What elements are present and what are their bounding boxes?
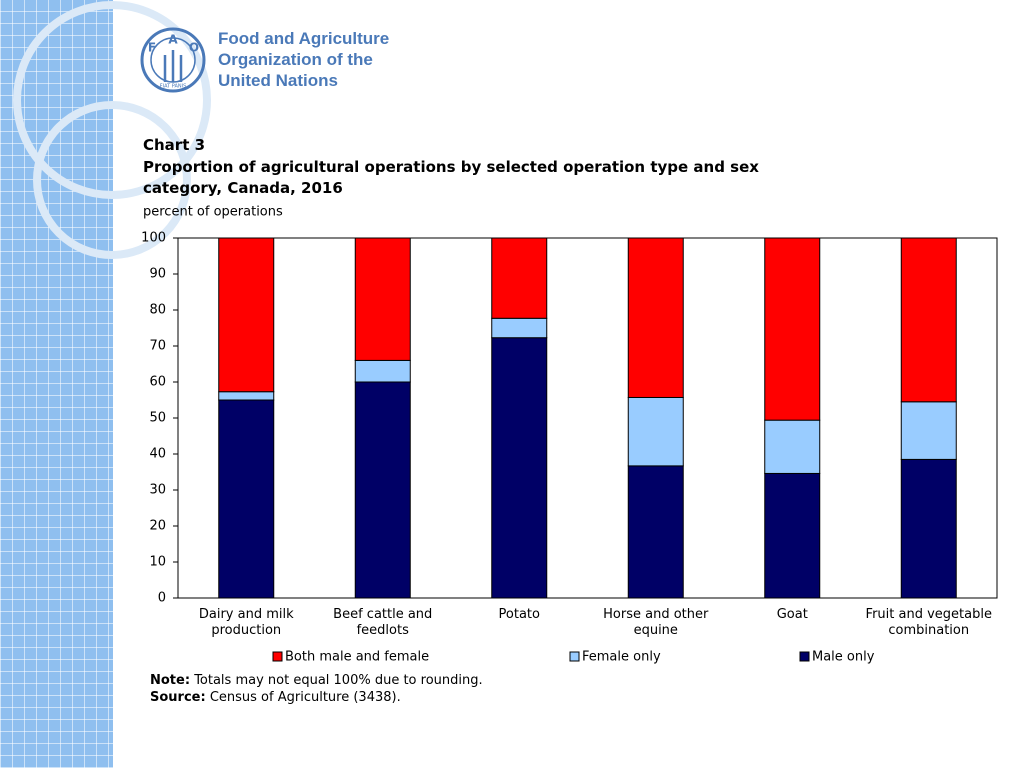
bar-segment — [900, 458, 957, 599]
decor-ring — [33, 101, 191, 259]
bar-segment — [218, 237, 275, 393]
bar-segment — [764, 237, 821, 421]
source: Source: Census of Agriculture (3438). — [150, 690, 401, 705]
bar-segment — [354, 381, 411, 599]
y-tick-label: 30 — [149, 483, 166, 498]
note-text: Totals may not equal 100% due to roundin… — [194, 673, 483, 688]
decor-ring — [13, 1, 211, 199]
x-tick-label: Dairy and milk production — [198, 607, 294, 638]
y-tick-label: 10 — [149, 555, 166, 570]
emblem-letter: A — [168, 33, 178, 47]
org-name-line: United Nations — [218, 71, 338, 90]
x-tick-label: Goat — [776, 607, 808, 622]
bar-segment — [218, 399, 275, 599]
y-tick-label: 0 — [158, 591, 166, 606]
bar-segment — [491, 237, 548, 319]
org-name: Food and Agriculture Organization of the… — [218, 28, 389, 91]
plot-frame — [177, 237, 998, 599]
bar-segment — [354, 359, 411, 383]
x-tick-label: Beef cattle and feedlots — [333, 607, 433, 638]
chart-subtitle: Proportion of agricultural operations by… — [143, 158, 759, 197]
legend-label: Both male and female — [285, 650, 429, 665]
y-tick-label: 80 — [149, 303, 166, 318]
source-label: Source: — [150, 690, 206, 705]
org-name-line: Organization of the — [218, 50, 373, 69]
note-label: Note: — [150, 673, 191, 688]
y-tick-label: 20 — [149, 519, 166, 534]
fao-emblem: F A O FIAT PANIS — [140, 27, 206, 93]
legend-swatch — [799, 651, 810, 662]
org-name-line: Food and Agriculture — [218, 29, 390, 48]
y-tick-label: 90 — [149, 267, 166, 282]
bar-segment — [491, 337, 548, 599]
bar-segment — [764, 472, 821, 599]
emblem-motto: FIAT PANIS — [160, 84, 187, 90]
legend-label: Female only — [582, 650, 661, 665]
bar-segment — [627, 396, 684, 467]
chart-title: Chart 3 — [143, 136, 206, 154]
bar-segment — [491, 317, 548, 339]
bar-segment — [900, 237, 957, 403]
y-tick-label: 40 — [149, 447, 166, 462]
y-axis-label: percent of operations — [143, 205, 283, 220]
bar-segment — [354, 237, 411, 361]
bar-segment — [218, 391, 275, 401]
y-tick-label: 60 — [149, 375, 166, 390]
legend-swatch — [569, 651, 580, 662]
note: Note: Totals may not equal 100% due to r… — [150, 673, 483, 688]
y-tick-label: 70 — [149, 339, 166, 354]
x-tick-label: Fruit and vegetable combination — [865, 607, 992, 638]
bar-segment — [900, 401, 957, 460]
source-text: Census of Agriculture (3438). — [209, 690, 401, 705]
bar-segment — [627, 237, 684, 398]
x-tick-label: Potato — [498, 607, 540, 622]
x-tick-label: Horse and other equine — [603, 607, 709, 638]
legend-label: Male only — [812, 650, 875, 665]
y-tick-label: 50 — [149, 411, 166, 426]
bar-segment — [764, 419, 821, 474]
emblem-letter: O — [189, 41, 199, 55]
y-tick-label: 100 — [141, 231, 166, 246]
bar-segment — [627, 465, 684, 599]
emblem-letter: F — [148, 41, 156, 55]
legend-swatch — [272, 651, 283, 662]
